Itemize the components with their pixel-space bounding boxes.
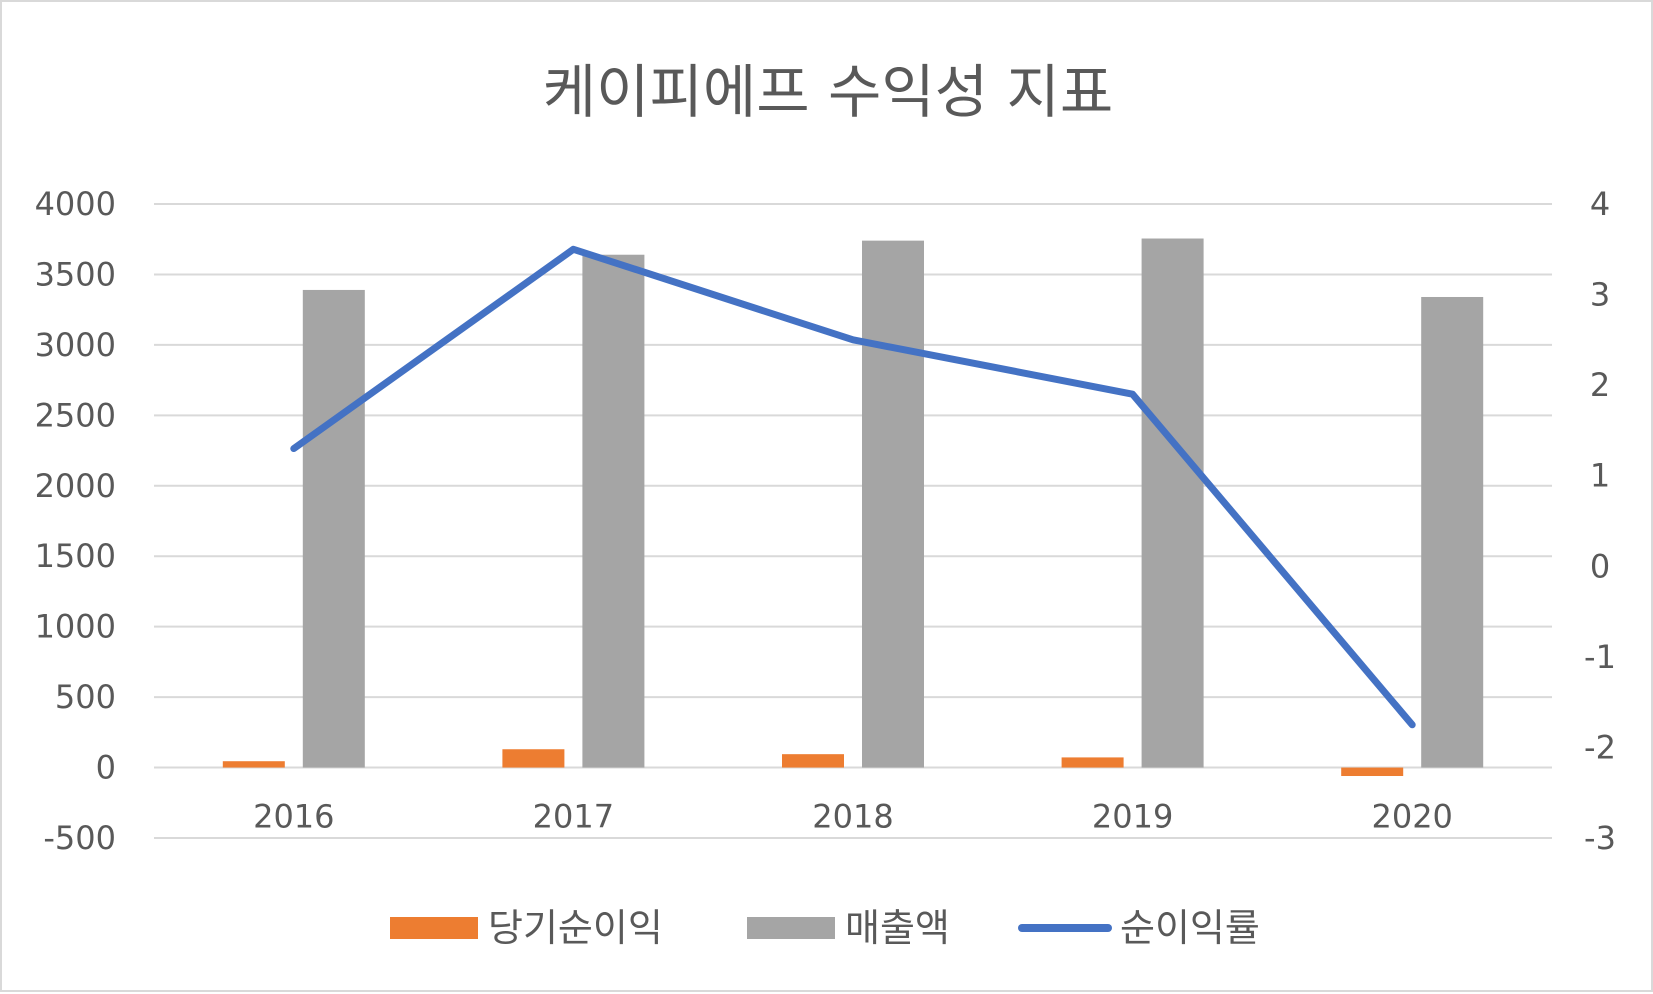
bar-series [222,238,1484,777]
left-tick-label: 3500 [35,255,116,293]
legend-item: 매출액 [747,906,950,950]
legend-swatch [390,917,478,939]
legend-item: 당기순이익 [390,906,663,950]
bar-매출액-2020 [1421,296,1484,768]
x-tick-label: 2020 [1371,798,1452,836]
left-tick-label: 2000 [35,467,116,505]
legend-swatch [747,917,835,939]
x-tick-label: 2016 [253,798,334,836]
bar-매출액-2016 [302,289,365,768]
bar-당기순이익-2016 [222,761,285,768]
bar-매출액-2018 [862,240,924,768]
x-tick-label: 2018 [812,798,893,836]
right-tick-label: 1 [1590,457,1610,495]
x-axis-labels: 2016 2017 2018 2019 2020 [253,798,1453,836]
legend-label: 순이익률 [1120,906,1260,950]
bar-매출액-2019 [1141,238,1204,768]
bar-당기순이익-2019 [1061,757,1124,768]
x-tick-label: 2019 [1092,798,1173,836]
legend-item: 순이익률 [1018,906,1260,950]
right-tick-label: -1 [1584,638,1616,676]
left-tick-label: 3000 [35,326,116,364]
right-tick-label: 4 [1590,185,1610,223]
left-tick-label: 500 [55,678,116,716]
line-순이익률 [290,245,1416,729]
right-axis-labels: -3 -2 -1 0 1 2 3 4 [1584,185,1616,857]
left-tick-label: 1500 [35,537,116,575]
grid-lines [154,203,1552,839]
left-tick-label: 4000 [35,185,116,223]
left-axis-labels: -500 0 500 1000 1500 2000 2500 3000 3500 4000 [35,185,116,857]
right-tick-label: 3 [1590,276,1610,314]
right-tick-label: 0 [1590,547,1610,585]
left-tick-label: 2500 [35,396,116,434]
left-tick-label: -500 [43,819,116,857]
bar-매출액-2017 [582,254,645,768]
left-tick-label: 0 [96,749,116,787]
right-tick-label: -3 [1584,819,1616,857]
x-tick-label: 2017 [533,798,614,836]
bar-당기순이익-2018 [782,754,844,768]
right-tick-label: 2 [1590,366,1610,404]
left-tick-label: 1000 [35,608,116,646]
line-series [290,245,1416,729]
legend: 당기순이익 매출액 순이익률 [390,906,1260,950]
legend-label: 당기순이익 [488,906,663,950]
legend-label: 매출액 [845,906,950,950]
right-tick-label: -2 [1584,728,1616,766]
bar-당기순이익-2020 [1341,767,1404,777]
chart-title: 케이피에프 수익성 지표 [543,58,1113,126]
bar-당기순이익-2017 [502,749,565,768]
